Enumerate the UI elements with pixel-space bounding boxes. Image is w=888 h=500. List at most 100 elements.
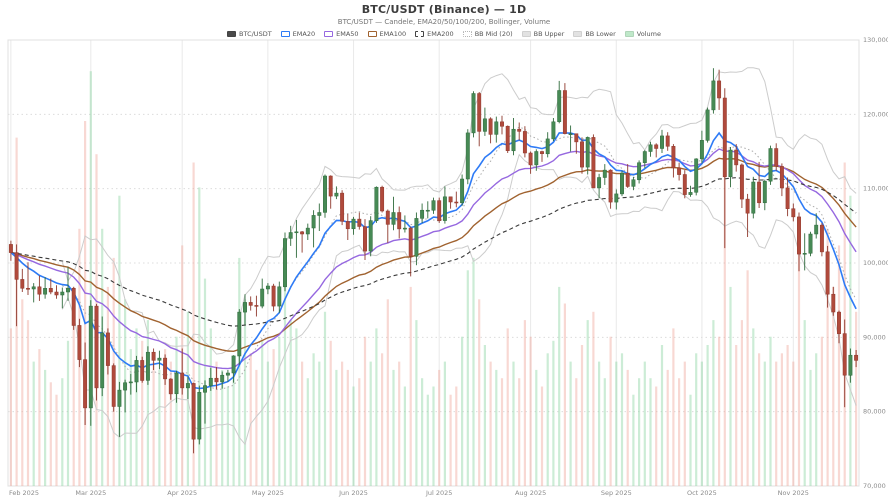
candle-body [705,109,710,141]
candle-body [37,286,42,295]
candle-body [614,193,619,203]
candle-body [208,377,213,386]
volume-bar [135,328,138,486]
candle-body [243,302,247,313]
bb-upper-line [61,67,857,355]
candle-body [848,354,853,376]
volume-bar [797,253,801,486]
volume-bar [9,328,12,486]
volume-bar [403,386,406,486]
candle-body [677,167,682,175]
candle-body [380,186,385,212]
volume-bar [672,328,675,486]
candle-body [831,293,836,313]
volume-bar [603,378,606,486]
volume-bar [266,361,269,486]
volume-bar [461,336,464,486]
candle-body [574,133,579,143]
axis-labels: 70,000 80,000 90,000 100,000 110,000 120,000 1… [9,36,888,497]
volume-bar [118,195,121,486]
volume-bar [752,328,755,486]
candle-body [477,93,482,132]
volume-bar [61,378,64,486]
volume-bar [381,353,384,486]
volume-bar [820,336,823,486]
volume-bar [398,361,401,486]
volume-bar [683,361,686,486]
y-tick-label: 120,000 [863,110,888,118]
candle-body [494,121,499,135]
y-tick-label: 100,000 [863,259,888,267]
candle-body [660,135,664,149]
volume-bar [832,286,835,486]
candle-body [774,148,779,167]
candle-body [465,132,470,180]
candle-body [739,164,744,200]
candle-body [83,359,88,409]
candle-body [734,149,739,166]
volume-bar [409,286,412,486]
candle-body [311,215,316,229]
candle-body [757,181,762,204]
volume-bar [575,378,578,486]
volume-bar [466,270,469,486]
candle-body [557,90,562,122]
candle-body [837,311,841,334]
candle-body [482,118,487,132]
volume-bar [318,361,321,486]
volume-bar [729,286,732,486]
candle-body [420,209,425,219]
candle-body [408,227,413,257]
ema50-line [10,148,857,370]
volume-bar [626,369,629,486]
ema100-line [10,157,857,353]
volume-bar [523,320,526,486]
volume-bar [38,349,41,486]
volume-bar [32,361,35,486]
candle-body [768,148,773,182]
candle-body [391,212,396,225]
volume-bar [198,187,201,486]
volume-bar [632,394,635,486]
candle-body [397,212,402,230]
volume-bar [706,345,709,486]
volume-bar [426,394,429,486]
candle-body [694,158,699,193]
volume-bar [563,303,566,486]
volume-bar [826,228,829,487]
volume-bar [221,369,224,486]
volume-bar [346,369,349,486]
candle-body [323,175,327,213]
volume-bar [84,121,87,486]
volume-bar [386,299,389,486]
candle-body [111,365,116,407]
candle-body [31,286,36,290]
candle-body [288,232,293,239]
candle-body [819,224,824,253]
volume-bar [26,320,30,486]
candle-body [185,383,190,389]
candle-body [214,377,219,383]
ema-lines [10,131,857,390]
candle-body [654,144,659,149]
legend-item-volume: Volume [624,30,661,38]
candle-body [231,355,236,374]
volume-bar [278,336,281,486]
volume-bar [655,386,658,486]
chart-header: BTC/USDT (Binance) — 1D BTC/USDT — Cande… [0,0,888,38]
x-tick-label: Apr 2025 [167,489,197,497]
candle-body [648,144,653,152]
volume-bar [837,245,841,486]
candle-body [105,332,110,366]
volume-bar [746,270,749,486]
volume-bar [158,369,161,486]
volume-bar [164,349,167,486]
y-tick-label: 130,000 [863,36,888,44]
candle-body [437,200,442,221]
volume-bar [392,369,395,486]
volume-bar [335,369,338,486]
legend: BTC/USDT EMA20 EMA50 EMA100 EMA200 BB Mid (20… [0,30,888,38]
candle-body [54,291,59,296]
bb-mid-line [62,126,857,390]
volume-bar [712,320,715,486]
